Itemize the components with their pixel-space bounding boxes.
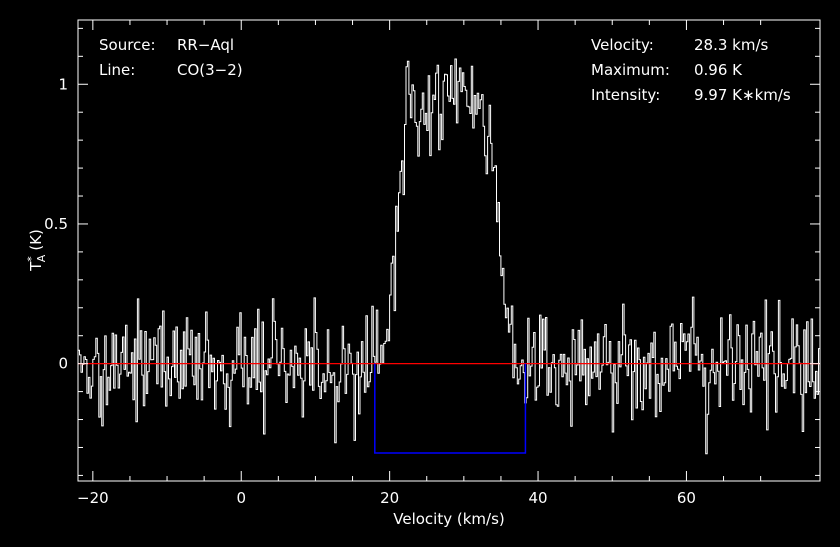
source-value: RR−Aql [177, 36, 234, 54]
x-tick-label: 0 [236, 489, 246, 507]
source-key: Source: [99, 36, 156, 54]
x-tick-label: 40 [528, 489, 547, 507]
line-value: CO(3−2) [177, 61, 243, 79]
y-label-base: T [27, 261, 45, 272]
spectrum-line-0 [78, 58, 821, 455]
x-tick-label: −20 [77, 489, 109, 507]
intensity-key: Intensity: [591, 86, 660, 104]
velocity-key: Velocity: [591, 36, 654, 54]
intensity-value: 9.97 K∗km/s [694, 86, 791, 104]
x-tick-label: 20 [380, 489, 399, 507]
y-tick-label: 0 [58, 355, 68, 373]
integration-window [374, 363, 527, 454]
y-axis-label-text: T*A (K) [25, 229, 48, 272]
plot-frame [77, 19, 821, 482]
maximum-key: Maximum: [591, 61, 670, 79]
x-tick-label: 60 [677, 489, 696, 507]
maximum-value: 0.96 K [694, 61, 743, 79]
y-tick-label: 0.5 [44, 215, 68, 233]
velocity-value: 28.3 km/s [694, 36, 769, 54]
y-tick-label: 1 [58, 75, 68, 93]
x-axis-label: Velocity (km/s) [393, 510, 504, 528]
line-key: Line: [99, 61, 135, 79]
y-label-sub: A [35, 254, 48, 262]
y-label-unit: (K) [27, 229, 45, 251]
y-label-sup: * [25, 256, 38, 262]
y-axis-label: T*A (K) [25, 229, 48, 272]
